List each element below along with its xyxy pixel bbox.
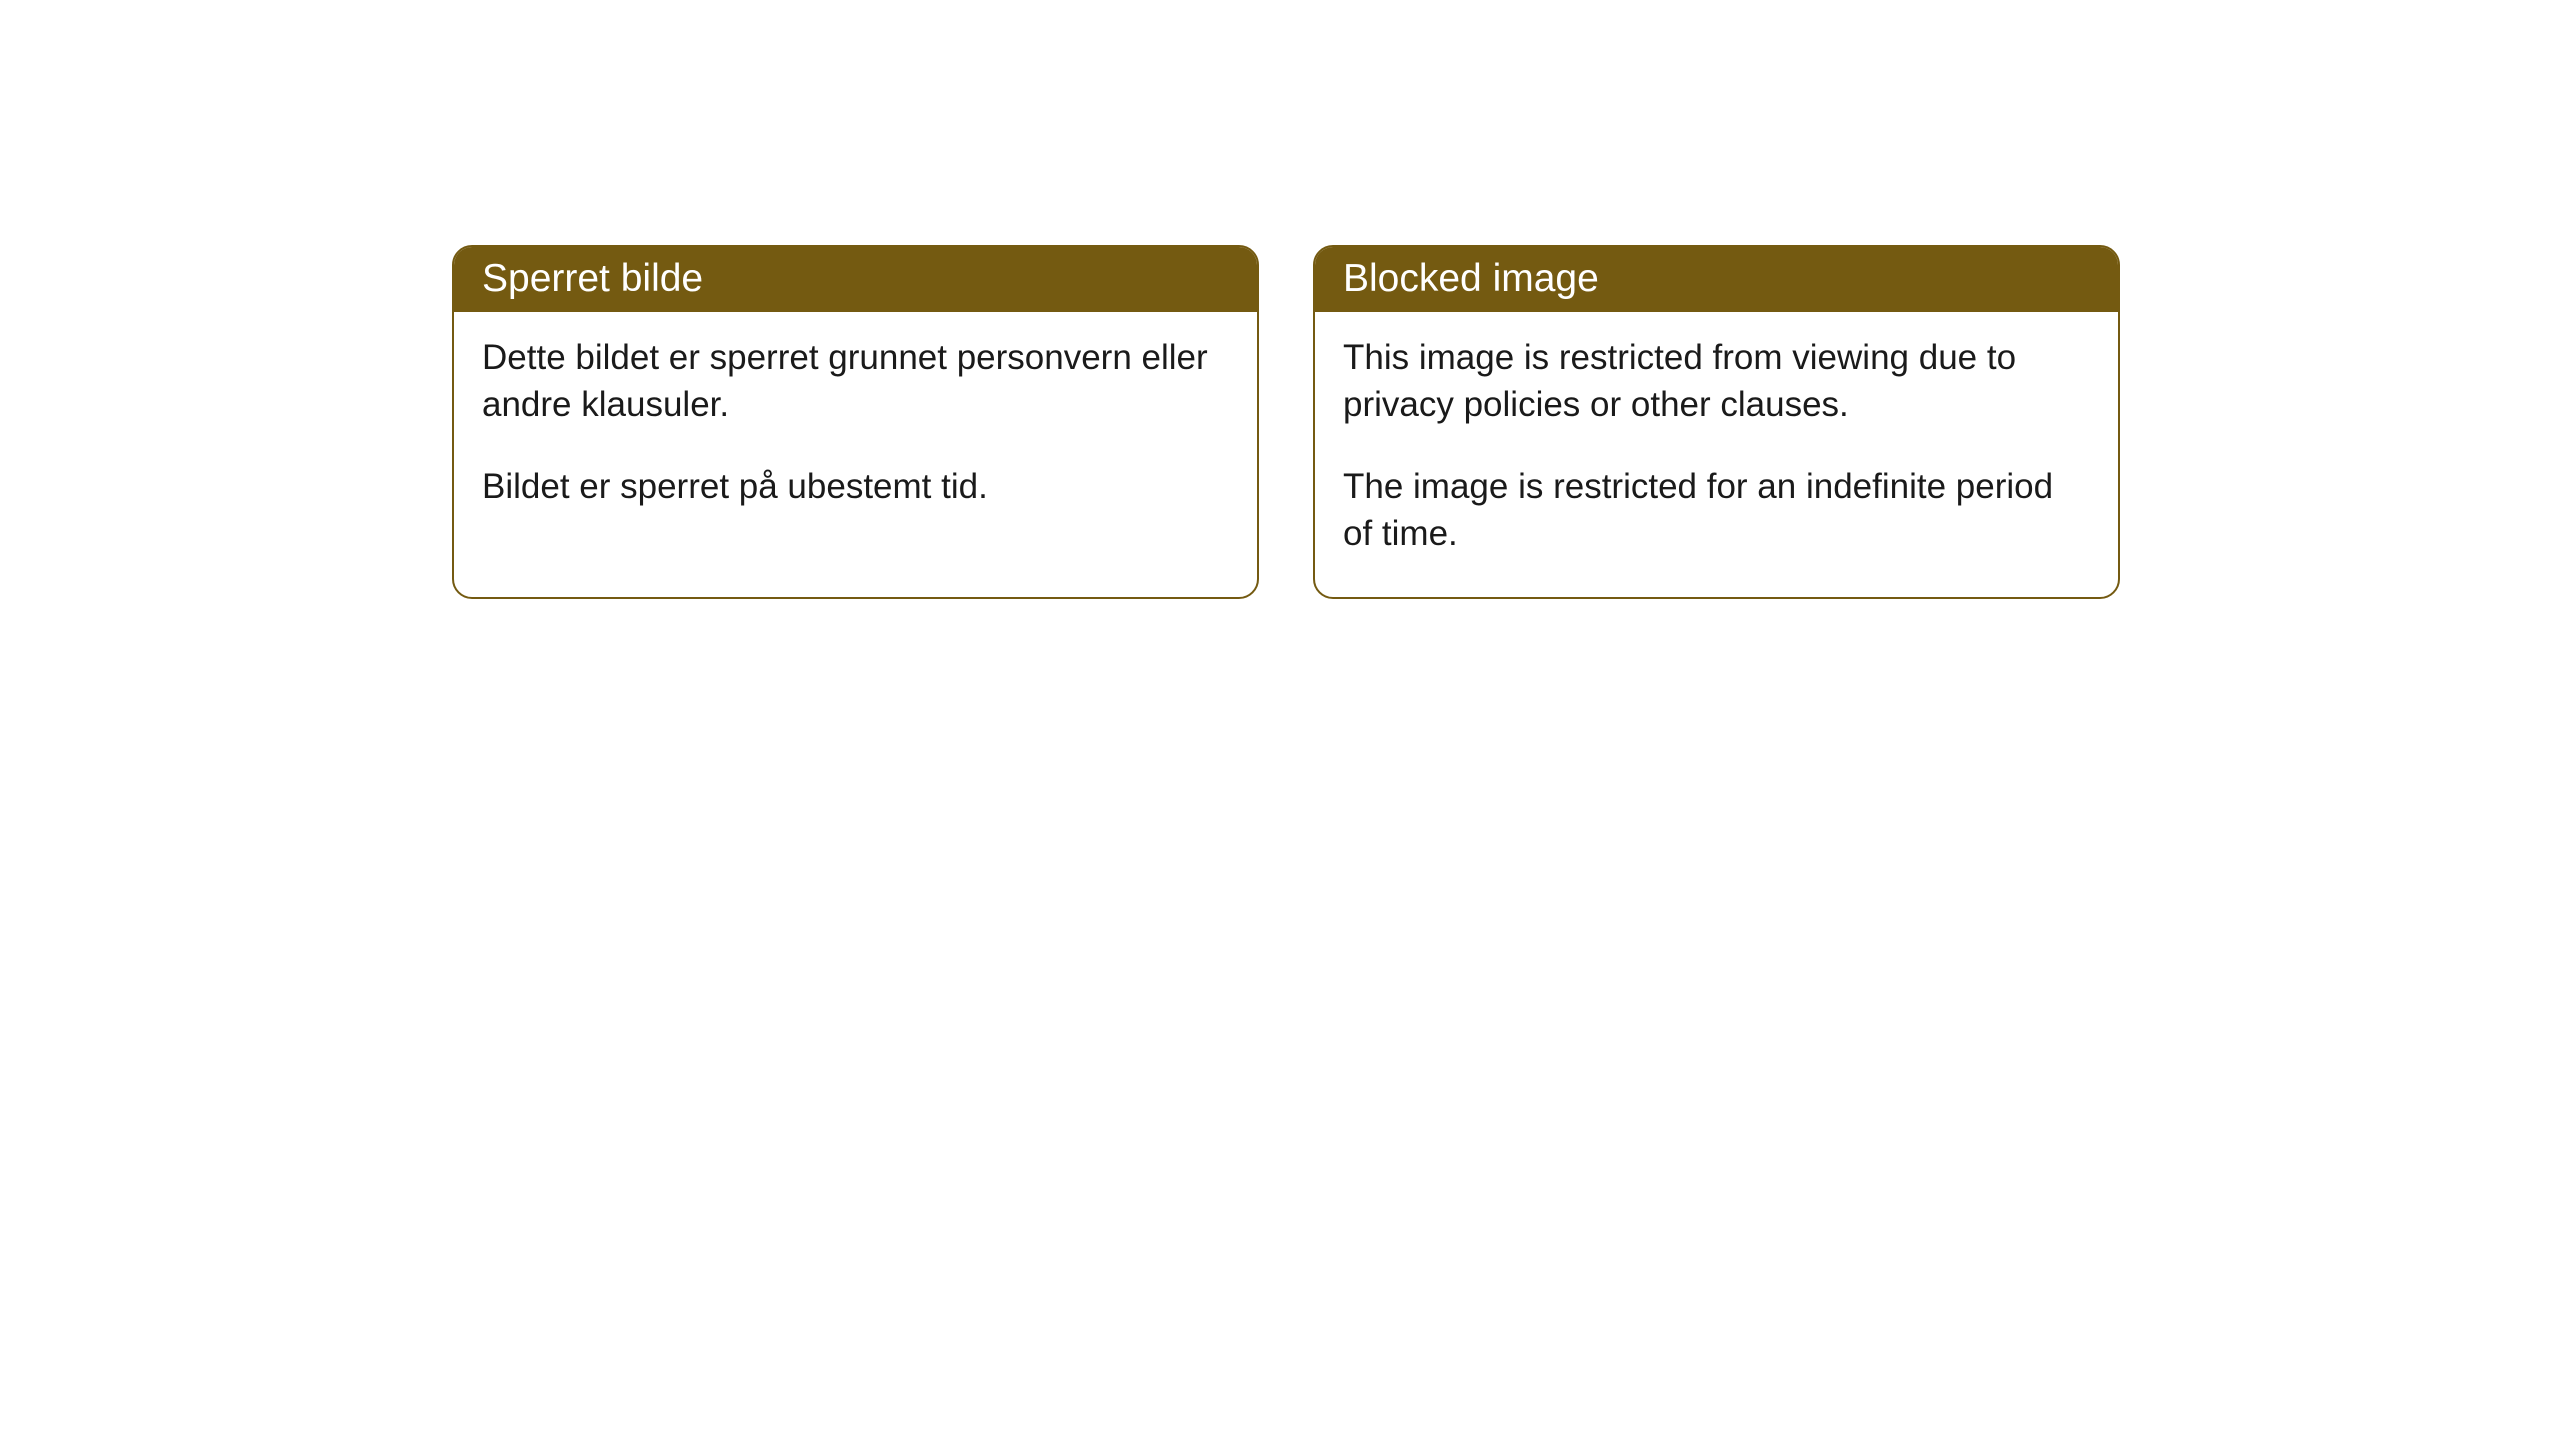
blocked-image-card-en: Blocked image This image is restricted f… [1313,245,2120,599]
card-paragraph: Dette bildet er sperret grunnet personve… [482,334,1229,429]
card-header: Sperret bilde [454,247,1257,312]
card-body: This image is restricted from viewing du… [1315,312,2118,597]
card-paragraph: The image is restricted for an indefinit… [1343,463,2090,558]
card-paragraph: This image is restricted from viewing du… [1343,334,2090,429]
card-body: Dette bildet er sperret grunnet personve… [454,312,1257,550]
card-paragraph: Bildet er sperret på ubestemt tid. [482,463,1229,510]
blocked-image-card-no: Sperret bilde Dette bildet er sperret gr… [452,245,1259,599]
notice-cards-container: Sperret bilde Dette bildet er sperret gr… [0,0,2560,599]
card-header: Blocked image [1315,247,2118,312]
